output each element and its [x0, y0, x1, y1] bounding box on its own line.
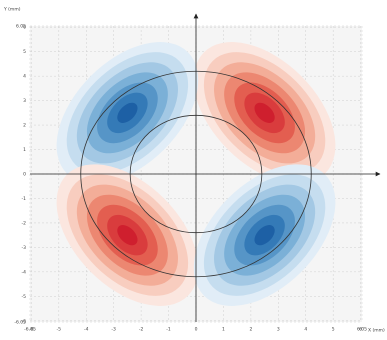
field — [56, 42, 336, 306]
x-tick-label: -4 — [84, 327, 89, 333]
y-tick-label: -3 — [22, 245, 27, 251]
y-tick-label: 0 — [23, 172, 26, 178]
y-tick-label: -2 — [22, 220, 27, 226]
x-tick-label: 2 — [249, 327, 252, 333]
x-tick-label: 6 — [359, 327, 362, 333]
x-tick-label: 3 — [277, 327, 280, 333]
x-tick-label: -6 — [29, 327, 34, 333]
y-tick-label: 5 — [23, 49, 26, 55]
y-tick-label: 2 — [23, 123, 26, 129]
contour-level — [117, 102, 138, 123]
contour-level — [254, 225, 275, 246]
x-tick-label: 0 — [195, 327, 198, 333]
y-tick-label: -6.05 — [14, 320, 26, 326]
y-tick-label: 1 — [23, 147, 26, 153]
x-tick-label: -1 — [166, 327, 171, 333]
y-tick-label: -6 — [22, 318, 27, 324]
contour-level — [117, 225, 138, 246]
contour-level — [254, 102, 275, 123]
x-tick-label: -5 — [57, 327, 62, 333]
x-tick-label: 1 — [222, 327, 225, 333]
y-tick-label: -4 — [22, 269, 27, 275]
y-tick-label: -1 — [22, 196, 27, 202]
x-axis-label: X (mm) — [368, 328, 385, 334]
y-tick-label: 6 — [23, 25, 26, 31]
x-tick-label: 6.05 — [357, 327, 367, 333]
x-tick-label: -6.05 — [24, 327, 36, 333]
y-tick-label: 6.05 — [16, 24, 26, 30]
x-tick-label: 5 — [332, 327, 335, 333]
x-tick-label: -3 — [111, 327, 116, 333]
y-axis-label: Y (mm) — [3, 7, 21, 13]
y-tick-label: 4 — [23, 74, 26, 80]
y-tick-label: 3 — [23, 98, 26, 104]
x-tick-label: 4 — [304, 327, 307, 333]
y-tick-label: -5 — [22, 294, 27, 300]
x-tick-label: -2 — [139, 327, 144, 333]
